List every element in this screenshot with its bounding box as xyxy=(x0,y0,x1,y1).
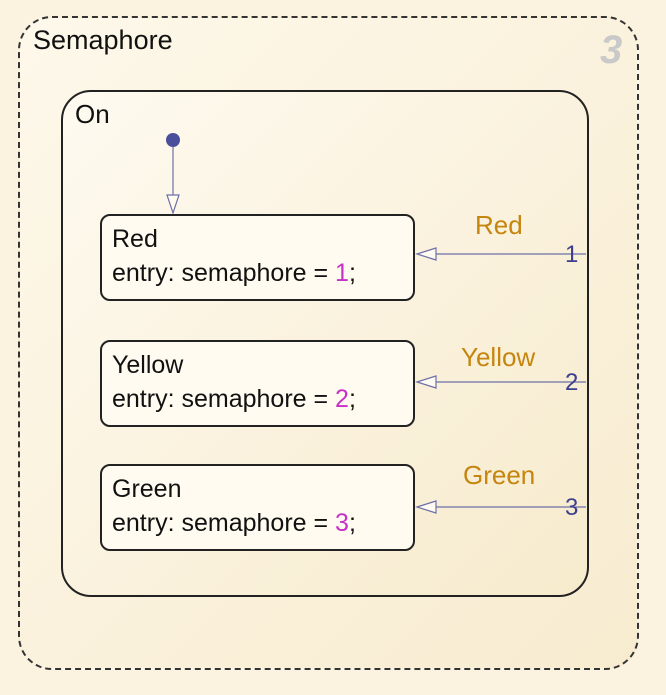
transition-label-yellow[interactable]: Yellow xyxy=(461,342,536,372)
transition-label-green[interactable]: Green xyxy=(463,460,536,490)
state-name: Yellow xyxy=(112,351,184,379)
on-state-label: On xyxy=(75,99,110,129)
state-name: Red xyxy=(112,225,158,253)
default-transition-dot[interactable] xyxy=(166,133,180,147)
state-entry-action: entry: semaphore = 2; xyxy=(112,385,356,413)
state-red[interactable]: Red entry: semaphore = 1; xyxy=(100,214,415,301)
state-yellow[interactable]: Yellow entry: semaphore = 2; xyxy=(100,340,415,427)
port-number-1: 1 xyxy=(565,241,579,268)
superstate-label: Semaphore xyxy=(33,25,173,55)
state-value: 2 xyxy=(335,385,349,413)
port-number-3: 3 xyxy=(565,494,579,521)
transition-arrowhead-red xyxy=(415,247,437,261)
state-value: 1 xyxy=(335,259,349,287)
port-number-2: 2 xyxy=(565,369,579,396)
state-entry-action: entry: semaphore = 3; xyxy=(112,509,356,537)
default-transition-arrowhead xyxy=(166,194,180,215)
transition-label-red[interactable]: Red xyxy=(475,210,523,240)
transition-arrowhead-green xyxy=(415,500,437,514)
state-name: Green xyxy=(112,475,182,503)
transition-arrowhead-yellow xyxy=(415,375,437,389)
state-green[interactable]: Green entry: semaphore = 3; xyxy=(100,464,415,551)
state-entry-action: entry: semaphore = 1; xyxy=(112,259,356,287)
state-value: 3 xyxy=(335,509,349,537)
execution-order-number: 3 xyxy=(600,28,623,72)
